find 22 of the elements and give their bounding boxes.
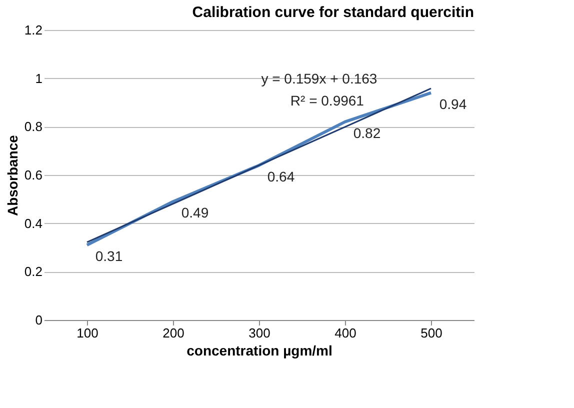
y-tick-label: 0.4	[24, 216, 42, 231]
y-tick-label: 0.2	[24, 264, 42, 280]
y-tick-label: 0	[35, 312, 42, 328]
x-tick-label: 500	[420, 326, 442, 340]
data-label: 0.31	[95, 248, 123, 264]
chart-title: Calibration curve for standard quercitin	[192, 4, 474, 21]
x-axis-title: concentration µgm/ml	[186, 342, 332, 358]
data-label: 0.49	[181, 204, 209, 221]
data-label: 0.82	[353, 124, 381, 141]
y-tick-label: 0.6	[24, 168, 42, 182]
x-tick-label: 200	[162, 326, 184, 340]
annotation: R² = 0.9961	[290, 92, 364, 108]
y-tick-label: 1	[35, 70, 42, 86]
data-label: 0.94	[439, 96, 467, 112]
x-tick-label: 300	[248, 326, 270, 340]
x-tick-label: 400	[334, 326, 356, 340]
annotation: y = 0.159x + 0.163	[261, 70, 378, 86]
y-axis-title: Absorbance	[4, 134, 20, 216]
x-tick-label: 100	[76, 326, 98, 340]
y-tick-label: 0.8	[24, 119, 42, 134]
y-tick-label: 1.2	[24, 22, 42, 38]
data-label: 0.64	[267, 168, 295, 184]
